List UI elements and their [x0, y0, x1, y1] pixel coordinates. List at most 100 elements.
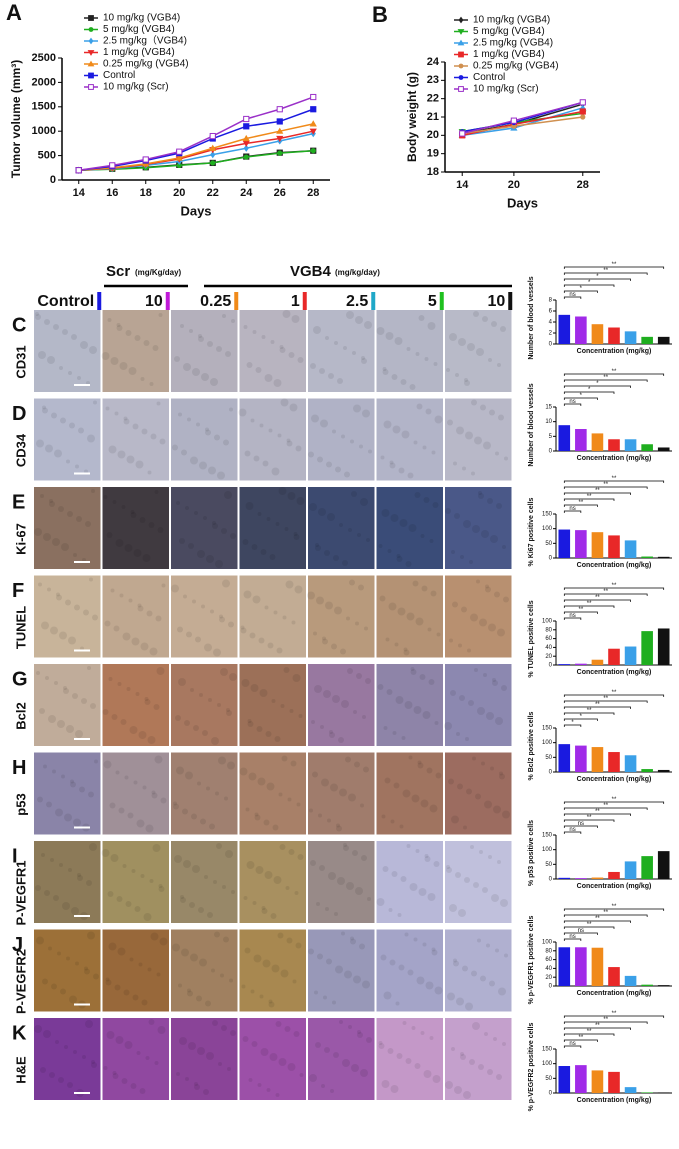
micrograph	[376, 752, 443, 835]
texture	[213, 880, 217, 884]
texture	[122, 864, 127, 868]
texture	[254, 814, 261, 821]
texture	[364, 626, 368, 631]
texture	[275, 1093, 280, 1097]
texture	[219, 614, 223, 619]
significance-bracket	[563, 296, 582, 299]
texture	[250, 989, 255, 994]
texture	[174, 356, 180, 362]
texture	[471, 471, 475, 476]
bar	[608, 1071, 620, 1093]
bar	[575, 530, 587, 558]
texture	[464, 380, 470, 386]
texture	[361, 855, 367, 861]
texture	[350, 936, 354, 941]
bar	[558, 947, 571, 986]
texture	[434, 415, 443, 424]
significance-label: **	[612, 476, 617, 482]
panel-label: K	[12, 1022, 27, 1044]
texture	[384, 777, 391, 784]
texture	[332, 1000, 336, 1005]
stain-label: Bcl2	[13, 702, 28, 729]
significance-label: *	[580, 714, 583, 720]
significance-label: **	[612, 904, 617, 910]
texture	[452, 601, 458, 608]
texture	[118, 807, 125, 814]
significance-bracket	[563, 938, 582, 941]
texture	[266, 1088, 271, 1092]
significance-bracket	[563, 278, 631, 281]
texture	[228, 621, 234, 628]
texture	[493, 805, 501, 814]
point	[511, 123, 517, 129]
texture	[407, 969, 414, 976]
texture	[120, 719, 127, 725]
texture	[353, 975, 361, 984]
texture	[318, 508, 326, 516]
texture	[34, 1025, 42, 1033]
micrograph	[34, 575, 101, 658]
texture	[209, 823, 215, 830]
y-axis-label: % TUNEL positive cells	[528, 600, 535, 677]
texture	[239, 767, 248, 776]
texture	[133, 549, 142, 557]
significance-label: **	[587, 1029, 592, 1035]
micrograph	[445, 398, 512, 481]
texture	[229, 673, 237, 681]
texture	[87, 434, 95, 443]
texture	[275, 522, 280, 526]
texture	[402, 1021, 407, 1025]
texture	[211, 737, 219, 745]
texture	[139, 517, 146, 523]
panel-label: C	[12, 314, 26, 336]
texture	[464, 378, 468, 382]
texture	[346, 882, 354, 890]
stain-label: H&E	[13, 1056, 28, 1084]
texture	[224, 796, 228, 801]
texture	[257, 1083, 262, 1087]
micrograph	[239, 1018, 306, 1100]
panel-label: H	[12, 757, 26, 779]
significance-label: **	[612, 583, 617, 589]
texture	[414, 1063, 421, 1069]
texture	[262, 460, 269, 467]
texture	[499, 773, 505, 780]
texture	[339, 1020, 343, 1024]
significance-label: **	[595, 702, 600, 708]
legend-label: 1 mg/kg (VGB4)	[103, 47, 175, 58]
texture	[70, 779, 74, 784]
point	[242, 140, 250, 147]
texture	[94, 759, 98, 764]
texture	[465, 737, 469, 741]
texture	[122, 632, 131, 641]
bar	[624, 861, 637, 879]
texture	[278, 1058, 287, 1066]
texture	[357, 1030, 361, 1034]
point	[88, 15, 94, 21]
texture	[121, 1078, 128, 1084]
texture	[482, 316, 488, 322]
texture	[115, 539, 124, 547]
texture	[226, 710, 232, 716]
texture	[339, 523, 343, 527]
texture	[194, 1082, 198, 1086]
texture	[262, 959, 271, 968]
texture	[307, 591, 315, 600]
texture	[417, 760, 422, 765]
texture	[198, 336, 204, 342]
texture	[430, 590, 437, 597]
texture	[44, 319, 50, 325]
significance-bracket	[563, 914, 648, 917]
texture	[293, 1031, 300, 1037]
panel-label: G	[12, 668, 28, 690]
scale-bar	[74, 915, 90, 917]
texture	[181, 948, 189, 957]
texture	[415, 849, 420, 853]
stain-label: Ki-67	[13, 523, 28, 555]
texture	[248, 772, 257, 781]
texture	[140, 874, 145, 878]
texture	[105, 977, 110, 982]
bar	[575, 316, 587, 344]
texture	[416, 976, 425, 985]
y-tick-label: 0	[549, 556, 553, 562]
